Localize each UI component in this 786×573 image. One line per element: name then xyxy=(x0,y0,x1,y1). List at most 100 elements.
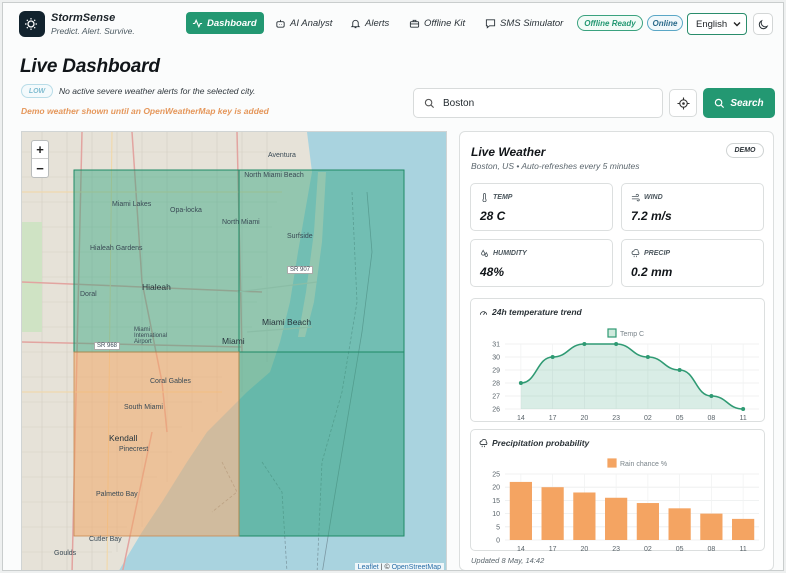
droplets-icon xyxy=(481,249,488,257)
nav-sms-simulator[interactable]: SMS Simulator xyxy=(479,12,569,34)
rain-bar xyxy=(700,513,723,540)
theme-toggle-button[interactable] xyxy=(753,13,773,35)
rain-bar xyxy=(732,518,755,540)
x-tick-label: 05 xyxy=(676,546,684,552)
map-label-surfside: Surfside xyxy=(287,233,313,240)
weather-panel-title: Live Weather xyxy=(471,145,546,159)
rain-bar xyxy=(636,503,659,540)
bell-icon xyxy=(350,19,361,28)
x-tick-label: 08 xyxy=(707,415,715,422)
x-tick-label: 11 xyxy=(739,546,746,552)
map-label-goulds: Goulds xyxy=(54,550,77,557)
message-icon xyxy=(485,18,496,29)
temp-chart-title-row: 24h temperature trend xyxy=(479,307,582,317)
rain-bar xyxy=(573,492,596,540)
nav-alerts-label: Alerts xyxy=(365,17,390,29)
temp-chart-title: 24h temperature trend xyxy=(492,307,582,317)
y-tick-label: 26 xyxy=(492,407,500,414)
page-title: Live Dashboard xyxy=(20,56,160,77)
temp-value: 28 C xyxy=(480,209,506,223)
map-label-palmetto-bay: Palmetto Bay xyxy=(96,491,138,498)
y-tick-label: 0 xyxy=(496,538,500,545)
locate-me-button[interactable] xyxy=(669,89,697,117)
map-label-aventura: Aventura xyxy=(268,152,296,159)
map-attribution: Leaflet | © OpenStreetMap xyxy=(354,563,444,571)
temp-data-point xyxy=(677,368,682,372)
map-label-miami-lakes: Miami Lakes xyxy=(112,201,152,208)
map-label-north-miami: North Miami xyxy=(222,219,260,226)
y-tick-label: 28 xyxy=(492,381,500,388)
zoom-out-button[interactable]: − xyxy=(36,160,44,176)
pulse-icon xyxy=(192,18,203,28)
language-select[interactable]: English xyxy=(687,13,747,35)
attribution-leaflet-link[interactable]: Leaflet xyxy=(357,564,379,571)
severity-badge: LOW xyxy=(21,84,53,98)
wind-label: WIND xyxy=(644,194,663,201)
nav-offline-kit-label: Offline Kit xyxy=(424,17,466,29)
live-weather-panel: Live Weather Boston, US • Auto-refreshes… xyxy=(459,131,774,570)
precip-value: 0.2 mm xyxy=(631,265,673,279)
demo-note: Demo weather shown until an OpenWeatherM… xyxy=(21,106,269,116)
weather-map[interactable]: Aventura North Miami Beach Miami Lakes O… xyxy=(21,131,447,571)
nav-dashboard[interactable]: Dashboard xyxy=(186,12,264,34)
temp-label: TEMP xyxy=(493,194,513,201)
temp-data-point xyxy=(709,394,714,398)
city-search-input[interactable]: Boston xyxy=(413,88,663,118)
map-label-pinecrest: Pinecrest xyxy=(119,446,149,453)
humidity-label: HUMIDITY xyxy=(493,250,527,257)
nav-offline-kit[interactable]: Offline Kit xyxy=(403,12,471,34)
nav-alerts[interactable]: Alerts xyxy=(344,12,395,34)
rain-bar xyxy=(509,481,532,540)
y-tick-label: 20 xyxy=(492,485,500,492)
temperature-chart-card: 24h temperature trend Temp C 26 27 28 29 30 31… xyxy=(470,298,765,422)
search-button[interactable]: Search xyxy=(703,88,775,118)
map-label-sr968: SR 968 xyxy=(94,342,121,350)
x-tick-label: 14 xyxy=(517,415,525,422)
map-label-coral-gables: Coral Gables xyxy=(150,378,191,385)
temp-card: TEMP 28 C xyxy=(470,183,613,231)
precip-label-row: PRECIP xyxy=(631,249,670,258)
humidity-card: HUMIDITY 48% xyxy=(470,239,613,287)
precipitation-chart-card: Precipitation probability Rain chance % 0… xyxy=(470,429,765,552)
x-tick-label: 02 xyxy=(644,415,652,422)
map-label-opa-locka: Opa-locka xyxy=(170,207,202,214)
nav-sms-simulator-label: SMS Simulator xyxy=(500,17,564,29)
temp-area-fill xyxy=(520,344,744,409)
language-selected: English xyxy=(696,18,728,30)
nav-ai-analyst-label: AI Analyst xyxy=(290,17,333,29)
x-tick-label: 17 xyxy=(549,546,557,552)
search-icon xyxy=(715,98,725,108)
temperature-line-chart: Temp C 26 27 28 29 30 31 14 17 20 23 02 05 08 11 xyxy=(492,328,759,422)
y-tick-label: 5 xyxy=(496,524,500,531)
map-label-miami-intl: Miami International Airport xyxy=(134,327,168,345)
y-tick-label: 15 xyxy=(492,498,500,505)
x-tick-label: 08 xyxy=(707,546,715,552)
y-tick-label: 29 xyxy=(492,368,500,375)
legend-label: Rain chance % xyxy=(620,461,667,468)
legend-swatch xyxy=(607,328,617,338)
rain-bar xyxy=(668,508,691,540)
legend-swatch xyxy=(607,458,617,468)
precip-chart-title-row: Precipitation probability xyxy=(479,438,589,448)
rain-bar xyxy=(605,497,628,540)
map-label-south-miami: South Miami xyxy=(124,404,163,411)
x-tick-label: 14 xyxy=(517,546,525,552)
updated-timestamp: Updated 8 May, 14:42 xyxy=(471,556,545,565)
zoom-in-button[interactable]: + xyxy=(32,141,48,159)
x-tick-label: 11 xyxy=(739,415,746,422)
brand-logo[interactable] xyxy=(19,11,45,37)
temp-data-point xyxy=(582,342,587,346)
weather-location-line: Boston, US • Auto-refreshes every 5 minu… xyxy=(471,161,640,171)
temp-data-point xyxy=(741,407,746,411)
attribution-osm-link[interactable]: OpenStreetMap xyxy=(391,564,441,571)
x-tick-label: 23 xyxy=(612,546,620,552)
y-tick-label: 10 xyxy=(492,511,500,518)
temp-data-point xyxy=(614,342,619,346)
brand-name: StormSense xyxy=(51,12,116,24)
briefcase-icon xyxy=(409,19,420,28)
robot-icon xyxy=(276,19,285,28)
search-button-label: Search xyxy=(730,97,764,109)
precip-label: PRECIP xyxy=(644,250,671,257)
nav-ai-analyst[interactable]: AI Analyst xyxy=(269,12,338,34)
